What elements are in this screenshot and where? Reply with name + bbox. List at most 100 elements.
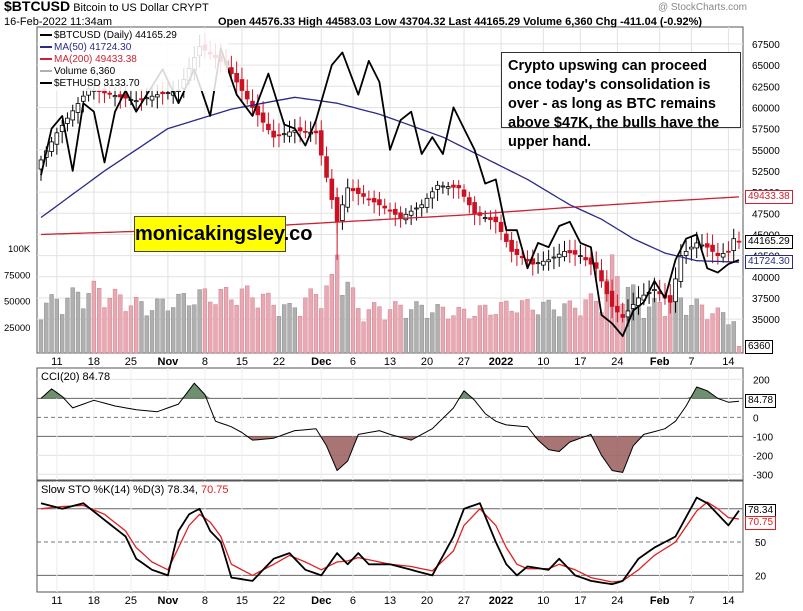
volume-bar (260, 293, 266, 354)
candle-body (297, 127, 303, 132)
price-x-tick-label: Feb (650, 356, 670, 368)
sto-x-tick-label: 13 (384, 595, 396, 607)
volume-bar (710, 313, 715, 354)
volume-bar (699, 304, 705, 354)
volume-bar (155, 298, 160, 354)
candle-body (155, 94, 160, 98)
candle-body (408, 210, 414, 216)
volume-bar (192, 304, 197, 354)
volume-bar (393, 301, 398, 354)
candle-body (482, 217, 488, 219)
price-x-tick-label: 24 (611, 356, 623, 368)
last-price-tag: 44165.29 (745, 234, 793, 249)
volume-bar (186, 305, 192, 354)
chart-header-title: $BTCUSD Bitcoin to US Dollar CRYPT (4, 0, 209, 15)
volume-bar (483, 304, 488, 354)
candle-body (340, 204, 345, 221)
price-y-tick-label: 37500 (752, 294, 780, 305)
price-y-tick-label: 35000 (752, 315, 780, 326)
price-x-tick-label: 13 (384, 356, 396, 368)
volume-bar (128, 305, 134, 354)
volume-bar (160, 298, 165, 354)
volume-bar (403, 317, 409, 354)
ma50-value-tag: 41724.30 (745, 255, 793, 270)
volume-bar (70, 287, 75, 354)
cci-y-tick-label: -100 (753, 432, 773, 443)
volume-bar (520, 300, 525, 354)
volume-bar (557, 316, 562, 354)
volume-bar (366, 309, 372, 354)
ma50-line (40, 96, 740, 263)
volume-bar (683, 314, 689, 354)
candle-body (318, 130, 324, 156)
volume-bar (292, 307, 297, 354)
candle-body (493, 216, 499, 223)
volume-bar (250, 297, 255, 354)
legend (38, 29, 228, 91)
cci-value-tag: 84.78 (745, 394, 777, 409)
candle-body (260, 112, 266, 123)
price-x-tick-label: 27 (458, 356, 470, 368)
price-x-tick-label: 2022 (489, 356, 513, 368)
candle-body (556, 253, 562, 258)
volume-bar (387, 309, 393, 354)
volume-bar (276, 316, 282, 354)
price-x-tick-label: Dec (311, 356, 331, 368)
candle-body (424, 197, 430, 208)
volume-bar (287, 303, 292, 354)
volume-bar (134, 297, 139, 354)
price-x-tick-label: Nov (158, 356, 180, 368)
volume-bar (176, 293, 181, 354)
candle-body (689, 246, 694, 250)
volume-bar (488, 314, 493, 354)
volume-bar (38, 319, 44, 354)
candle-body (704, 243, 710, 248)
candle-body (467, 197, 472, 206)
price-y-tick-label: 57500 (752, 125, 780, 136)
volume-bar (107, 297, 112, 354)
price-y-tick-label: 67500 (752, 40, 780, 51)
cci-y-tick-label: -300 (753, 470, 773, 481)
sto-x-tick-label: 24 (611, 595, 623, 607)
volume-bar (578, 315, 583, 354)
brand-label: monicakingsley.co (134, 216, 312, 252)
sto-k-line (40, 496, 740, 586)
candle-body (350, 188, 356, 192)
candle-body (620, 314, 625, 318)
candle-body (281, 133, 287, 136)
volume-y-tick-label: 25000 (4, 323, 30, 334)
volume-bar (509, 310, 514, 354)
volume-bar (303, 297, 308, 354)
candle-body (445, 186, 451, 189)
candle-body (562, 250, 567, 258)
volume-bar (567, 300, 572, 354)
cci-y-tick-label: -200 (753, 451, 773, 462)
candle-body (435, 184, 440, 190)
sto-x-tick-label: 17 (574, 595, 586, 607)
price-x-tick-label: 8 (202, 356, 208, 368)
candle-body (440, 185, 446, 188)
price-x-tick-label: 20 (421, 356, 433, 368)
volume-bar (657, 301, 662, 354)
volume-bar (202, 288, 208, 354)
candle-body (715, 252, 721, 257)
volume-bar (139, 301, 144, 354)
candle-body (625, 310, 631, 318)
candle-body (244, 90, 250, 100)
candle-body (652, 289, 657, 292)
candle-body (578, 255, 583, 258)
volume-bar (308, 288, 313, 354)
candle-body (266, 123, 271, 131)
candle-body (472, 202, 477, 214)
candle-body (70, 110, 76, 121)
sto-y-tick-label: 20 (755, 571, 767, 582)
legend-ma200: MA(200) 49433.38 (40, 54, 137, 65)
volume-bar (451, 315, 456, 354)
legend-ma50: MA(50) 41724.30 (40, 42, 131, 53)
price-x-tick-label: 6 (350, 356, 356, 368)
volume-bar (435, 304, 440, 354)
volume-bar (340, 295, 345, 354)
volume-bar (271, 304, 276, 354)
candle-body (255, 105, 261, 116)
candle-body (112, 95, 118, 98)
